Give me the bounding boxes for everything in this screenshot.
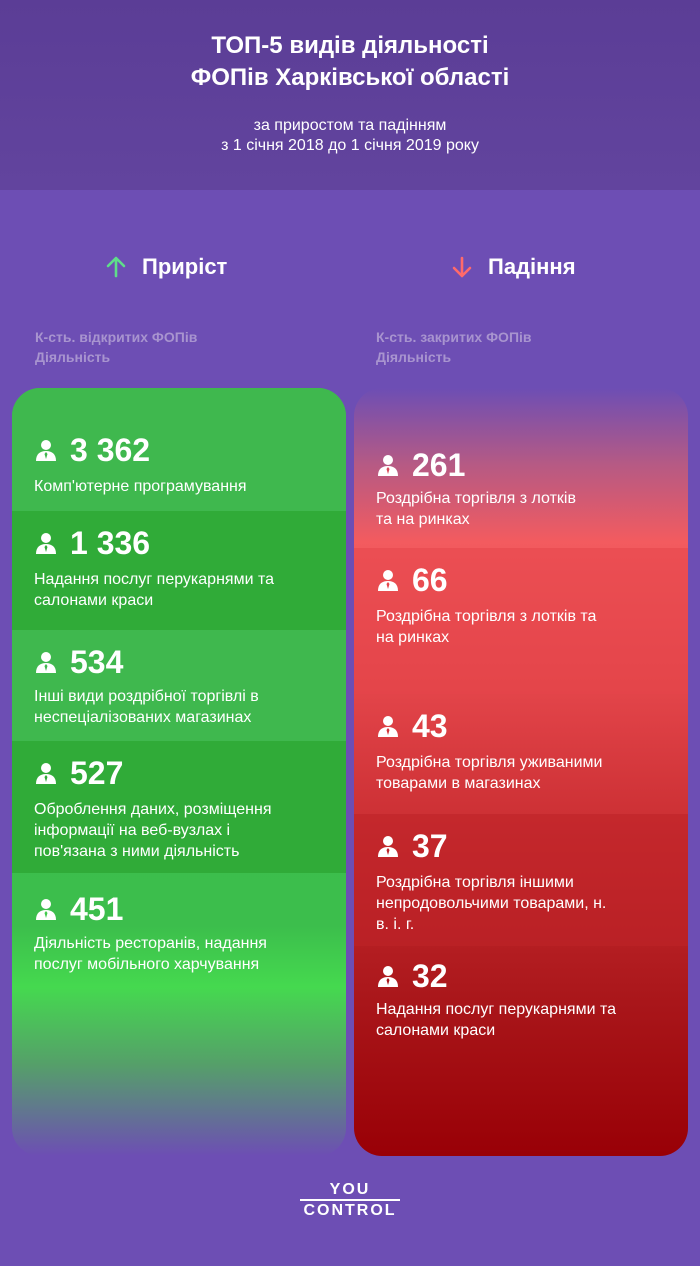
growth-panel: 3 362 Комп'ютерне програмування 1 336 На… — [12, 388, 346, 1156]
growth-label: Комп'ютерне програмування — [34, 478, 247, 495]
growth-legend-activity: Діяльність — [35, 349, 111, 365]
decline-item: 43 Роздрібна торгівля уживаними товарами… — [354, 694, 688, 814]
decline-item: 37 Роздрібна торгівля іншими непродоволь… — [354, 814, 688, 946]
person-icon — [34, 761, 58, 785]
decline-panel: 261 Роздрібна торгівля з лотків та на ри… — [354, 388, 688, 1156]
growth-label: Діяльність ресторанів, надання послуг мо… — [34, 935, 267, 973]
decline-value: 261 — [412, 447, 466, 483]
decline-item: 32 Надання послуг перукарнями та салонам… — [354, 946, 688, 1086]
growth-value: 527 — [70, 755, 124, 791]
growth-item: 1 336 Надання послуг перукарнями та сало… — [12, 511, 346, 630]
page-subtitle: за приростом та падінням з 1 січня 2018 … — [221, 117, 479, 154]
decline-value: 43 — [412, 708, 448, 744]
decline-legend: К-сть. закритих ФОПів Діяльність — [376, 327, 532, 367]
logo-bottom: CONTROL — [303, 1202, 397, 1219]
growth-legend-count: К-сть. відкритих ФОПів — [35, 329, 198, 345]
decline-value: 66 — [412, 562, 448, 598]
decline-value: 37 — [412, 828, 448, 864]
page-title: ТОП-5 видів діяльності ФОПів Харківської… — [190, 32, 510, 91]
header: ТОП-5 видів діяльності ФОПів Харківської… — [0, 0, 700, 190]
youcontrol-logo: YOU CONTROL — [300, 1182, 400, 1222]
decline-value: 32 — [412, 958, 448, 994]
decline-item: 66 Роздрібна торгівля з лотків та на рин… — [354, 548, 688, 694]
growth-item: 527 Оброблення даних, розміщення інформа… — [12, 741, 346, 873]
growth-heading-label: Приріст — [142, 254, 228, 279]
growth-label: Надання послуг перукарнями та салонами к… — [34, 571, 275, 609]
decline-heading-label: Падіння — [488, 254, 576, 279]
growth-item: 534 Інші види роздрібної торгівлі в несп… — [12, 630, 346, 741]
growth-value: 3 362 — [70, 432, 151, 468]
person-icon — [376, 964, 400, 988]
logo-top: YOU — [329, 1181, 371, 1198]
person-icon — [376, 453, 400, 477]
decline-label: Роздрібна торгівля з лотків та на ринках — [376, 608, 597, 646]
person-icon — [34, 650, 58, 674]
decline-legend-activity: Діяльність — [376, 349, 452, 365]
growth-label: Оброблення даних, розміщення інформації … — [34, 801, 272, 860]
person-icon — [34, 897, 58, 921]
growth-heading: Приріст — [104, 252, 227, 282]
person-icon — [34, 531, 58, 555]
decline-heading: Падіння — [450, 252, 576, 282]
growth-value: 1 336 — [70, 525, 151, 561]
logo-divider — [300, 1199, 400, 1201]
person-icon — [376, 714, 400, 738]
growth-value: 534 — [70, 644, 124, 680]
decline-item: 261 Роздрібна торгівля з лотків та на ри… — [354, 388, 688, 548]
growth-item: 3 362 Комп'ютерне програмування — [12, 388, 346, 511]
growth-legend: К-сть. відкритих ФОПів Діяльність — [35, 327, 197, 367]
decline-label: Роздрібна торгівля іншими непродовольчим… — [376, 874, 607, 933]
arrow-down-icon — [450, 255, 474, 279]
decline-legend-count: К-сть. закритих ФОПів — [376, 329, 532, 345]
decline-label: Роздрібна торгівля уживаними товарами в … — [376, 754, 603, 792]
decline-label: Роздрібна торгівля з лотків та на ринках — [376, 490, 576, 528]
growth-item: 451 Діяльність ресторанів, надання послу… — [12, 873, 346, 1023]
arrow-up-icon — [104, 255, 128, 279]
person-icon — [34, 438, 58, 462]
growth-value: 451 — [70, 891, 124, 927]
person-icon — [376, 834, 400, 858]
growth-label: Інші види роздрібної торгівлі в неспеціа… — [34, 688, 259, 726]
decline-label: Надання послуг перукарнями та салонами к… — [376, 1001, 617, 1039]
person-icon — [376, 568, 400, 592]
